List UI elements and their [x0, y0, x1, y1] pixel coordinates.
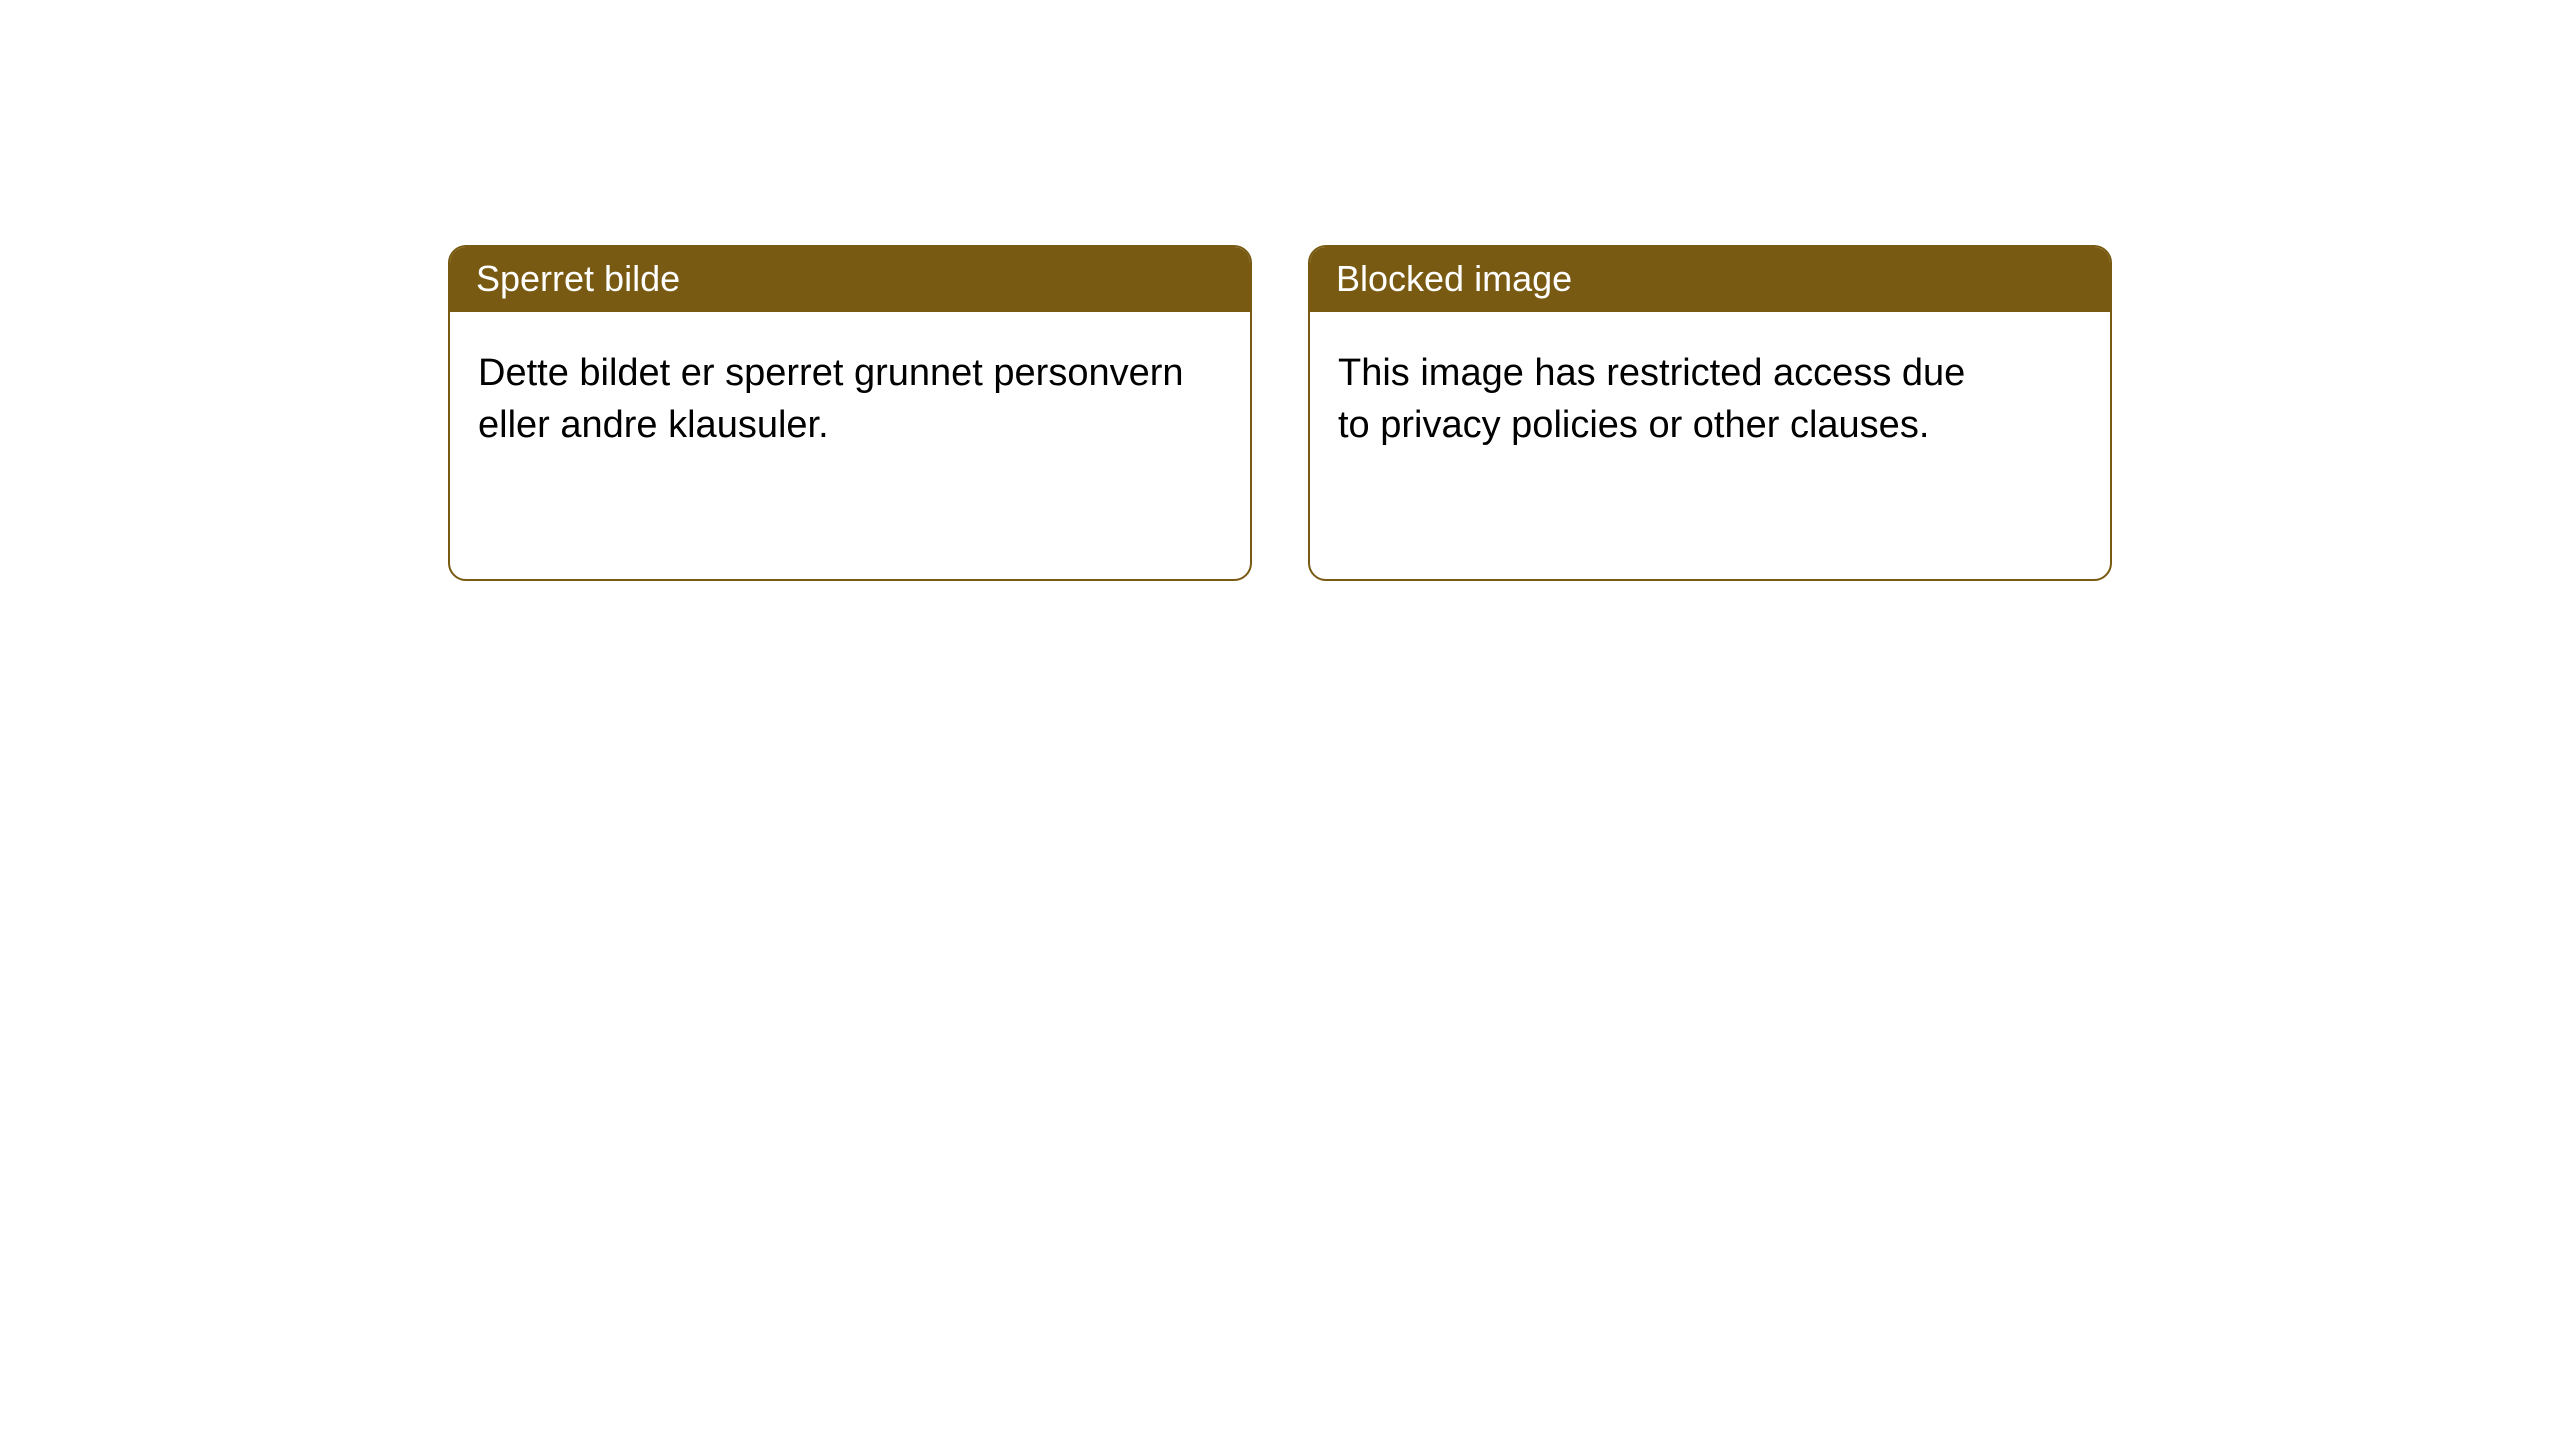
- notice-body-english: This image has restricted access due to …: [1310, 312, 2110, 451]
- notice-card-english: Blocked image This image has restricted …: [1308, 245, 2112, 581]
- notice-card-norwegian: Sperret bilde Dette bildet er sperret gr…: [448, 245, 1252, 581]
- notice-title-english: Blocked image: [1310, 247, 2110, 312]
- notice-container: Sperret bilde Dette bildet er sperret gr…: [0, 0, 2560, 581]
- notice-title-norwegian: Sperret bilde: [450, 247, 1250, 312]
- notice-body-norwegian: Dette bildet er sperret grunnet personve…: [450, 312, 1250, 451]
